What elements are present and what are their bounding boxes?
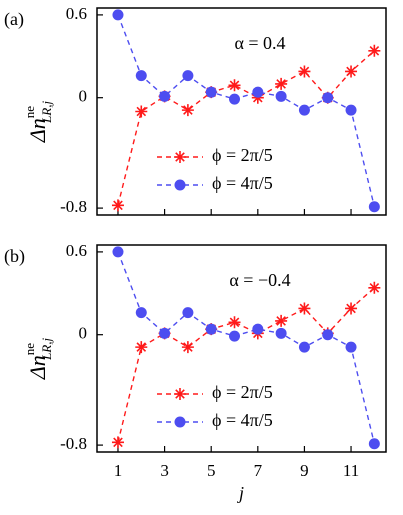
legend-label: ϕ = 4π/5 [212,173,273,193]
panel-label: (a) [4,9,24,30]
data-point [229,330,241,342]
data-point [275,314,288,327]
data-point [345,341,357,353]
data-point [205,86,217,98]
x-tick-label: 5 [207,461,216,480]
y-tick-label: 0 [79,87,88,106]
y-axis-label: Δnne LR,j [22,338,54,381]
panel-label: (b) [4,246,25,267]
panel-title: α = 0.4 [234,33,285,53]
data-point [228,79,241,92]
x-tick-label: 1 [114,461,123,480]
x-tick-label: 3 [160,461,169,480]
y-tick-label: -0.8 [60,197,87,216]
data-point [181,341,194,354]
data-point [135,341,148,354]
legend-label: ϕ = 4π/5 [212,410,273,430]
data-point [322,92,334,104]
x-tick-label: 7 [254,461,263,480]
y-label-sup: ne [22,343,37,356]
panel: (a) α = 0.4 0.6 0 -0.8 Δnne LR,j ϕ = 2π/5 ϕ = 4π… [4,4,387,216]
data-point [275,77,288,90]
data-point [181,104,194,117]
panel-title: α = −0.4 [229,270,290,290]
legend-marker [174,416,186,428]
data-point [182,70,194,82]
data-point [182,307,194,319]
data-point [298,104,310,116]
legend-label: ϕ = 2π/5 [212,145,273,165]
plot-frame [96,7,387,216]
x-axis-label: j [237,483,244,503]
data-point [322,329,334,341]
data-point [228,316,241,329]
data-point [252,323,264,335]
legend-marker [174,151,186,163]
x-tick-label: 9 [300,461,309,480]
data-point [345,65,358,78]
data-point [112,9,124,21]
data-point [368,438,380,450]
data-point [252,86,264,98]
y-tick-label: 0.6 [66,241,87,260]
y-tick-label: 0.6 [66,4,87,23]
y-label-sub: LR,j [39,101,54,124]
data-point [111,199,124,212]
panel: (b) α = −0.4 0.6 0 -0.8 1 3 5 7 9 11 j Δnne LR,j ϕ = 2… [4,241,387,503]
data-point [112,246,124,258]
data-point [275,90,287,102]
data-point [205,323,217,335]
y-tick-label: -0.8 [60,434,87,453]
legend-marker [174,388,186,400]
y-axis-label: Δnne LR,j [22,101,54,144]
legend-marker [174,179,186,191]
y-label-sub: LR,j [39,338,54,361]
y-label-base: Δn [25,355,50,380]
data-point [298,302,311,315]
data-point [345,302,358,315]
x-tick-label: 11 [343,461,359,480]
data-point [111,436,124,449]
data-point [345,104,357,116]
data-point [229,93,241,105]
y-label-base: Δn [25,118,50,143]
data-point [135,70,147,82]
legend-label: ϕ = 2π/5 [212,382,273,402]
data-point [298,341,310,353]
data-point [159,90,171,102]
y-label-sup: ne [22,106,37,119]
data-point [135,105,148,118]
data-point [368,44,381,57]
plot-frame [96,244,387,453]
data-point [298,65,311,78]
data-point [368,201,380,213]
data-point [135,307,147,319]
y-tick-label: 0 [79,324,88,343]
data-point [275,327,287,339]
data-point [368,281,381,294]
data-point [159,327,171,339]
data-point [251,91,264,104]
